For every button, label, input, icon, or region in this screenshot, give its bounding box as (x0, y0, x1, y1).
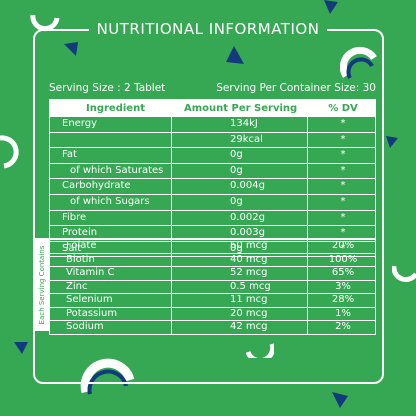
row-amount: 0g (230, 195, 243, 207)
row-amount: 0g (230, 242, 243, 254)
column-divider (307, 239, 308, 334)
table-row: Fat 0g * (50, 147, 375, 163)
row-amount: 0.002g (230, 211, 265, 223)
table-row: Sodium 42 mcg 2% (50, 320, 375, 334)
row-amount: 0g (230, 164, 243, 176)
row-ingredient: Protein (62, 227, 98, 239)
header-dv: % DV (328, 103, 358, 114)
header-amount: Amount Per Serving (184, 103, 298, 114)
row-amount: 29kcal (230, 133, 263, 145)
table-row: Selenium 11 mcg 28% (50, 293, 375, 307)
serving-size: Serving Size : 2 Tablet (49, 82, 166, 94)
row-amount: 42 mcg (230, 321, 268, 332)
column-divider (171, 239, 172, 334)
each-serving-contains-label: Each Serving Contains (34, 238, 49, 331)
table-row: of which Sugars 0g * (50, 193, 375, 210)
decor-arc-right-low (392, 265, 416, 282)
decor-triangle-center-top (226, 46, 244, 64)
column-divider (171, 100, 172, 257)
table-row: Energy 134kJ * (50, 116, 375, 132)
row-ingredient: Potassium (66, 307, 118, 319)
row-ingredient: Vitamin C (66, 267, 115, 278)
row-dv: * (340, 118, 346, 129)
decor-arc-bottom-mid (246, 343, 274, 358)
page-title: NUTRITIONAL INFORMATION (88, 17, 328, 41)
row-ingredient: Folate (66, 240, 97, 251)
row-dv: 3% (335, 280, 351, 292)
header-ingredient: Ingredient (86, 103, 145, 114)
row-ingredient: Energy (62, 118, 98, 129)
table-row: Folate 60 mcg 20% (50, 239, 375, 253)
row-dv: 1% (335, 307, 351, 319)
row-dv: * (340, 227, 346, 239)
row-dv: 28% (331, 294, 355, 305)
row-ingredient: Fibre (62, 211, 87, 223)
row-dv: 2% (335, 321, 351, 332)
row-ingredient: Selenium (66, 294, 113, 305)
row-ingredient: Biotin (66, 253, 95, 265)
row-dv: * (340, 195, 346, 207)
decor-triangle-right-mid (386, 136, 398, 148)
row-dv: * (340, 133, 346, 145)
row-ingredient: Sodium (66, 321, 104, 332)
serving-per-container: Serving Per Container Size: 30 (216, 82, 376, 94)
row-dv: * (340, 149, 346, 161)
table-row: Fibre 0.002g * (50, 209, 375, 226)
row-amount: 40 mcg (230, 253, 268, 265)
row-amount: 0g (230, 149, 243, 161)
row-dv: 100% (328, 253, 358, 265)
micronutrient-table: Folate 60 mcg 20% Biotin 40 mcg 100% Vit… (49, 238, 376, 335)
row-ingredient: Zinc (66, 280, 88, 292)
decor-arc-left-mid (0, 135, 19, 169)
row-ingredient: of which Saturates (70, 164, 164, 176)
row-amount: 0.004g (230, 180, 265, 192)
decor-triangle-top-mid (64, 42, 78, 56)
row-dv: * (340, 164, 346, 176)
decor-triangle-bottom-right (332, 392, 348, 408)
row-amount: 11 mcg (230, 294, 268, 305)
row-dv: 65% (331, 267, 355, 278)
row-amount: 0.003g (230, 227, 265, 239)
row-amount: 20 mcg (230, 307, 268, 319)
row-amount: 0.5 mcg (230, 280, 271, 292)
row-ingredient: of which Sugars (70, 195, 150, 207)
serving-info: Serving Size : 2 Tablet Serving Per Cont… (49, 80, 376, 96)
table-header-row: Ingredient Amount Per Serving % DV (50, 100, 375, 116)
table-row: of which Saturates 0g * (50, 162, 375, 179)
row-ingredient: Salt (62, 242, 82, 254)
table-row: Zinc 0.5 mcg 3% (50, 279, 375, 294)
table-row: 29kcal * (50, 131, 375, 148)
table-row: Biotin 40 mcg 100% (50, 252, 375, 267)
row-dv: 20% (331, 240, 355, 251)
row-dv: * (340, 242, 346, 254)
row-dv: * (340, 211, 346, 223)
row-amount: 60 mcg (230, 240, 268, 251)
table-row: Potassium 20 mcg 1% (50, 306, 375, 321)
table-row: Carbohydrate 0.004g * (50, 178, 375, 194)
table-row: Vitamin C 52 mcg 65% (50, 266, 375, 280)
row-amount: 134kJ (230, 118, 258, 129)
row-amount: 52 mcg (230, 267, 268, 278)
decor-arc-top-left (30, 14, 60, 32)
table-row: Salt 0g * (50, 240, 375, 257)
row-ingredient: Fat (62, 149, 77, 161)
table-row: Protein 0.003g * (50, 225, 375, 241)
decor-triangle-top-right (324, 0, 338, 14)
nutrition-table: Ingredient Amount Per Serving % DV Energ… (49, 99, 376, 258)
column-divider (307, 100, 308, 257)
decor-triangle-left-low (14, 342, 28, 354)
decor-arc-right-top (340, 46, 377, 79)
row-ingredient: Carbohydrate (62, 180, 131, 192)
row-dv: * (340, 180, 346, 192)
